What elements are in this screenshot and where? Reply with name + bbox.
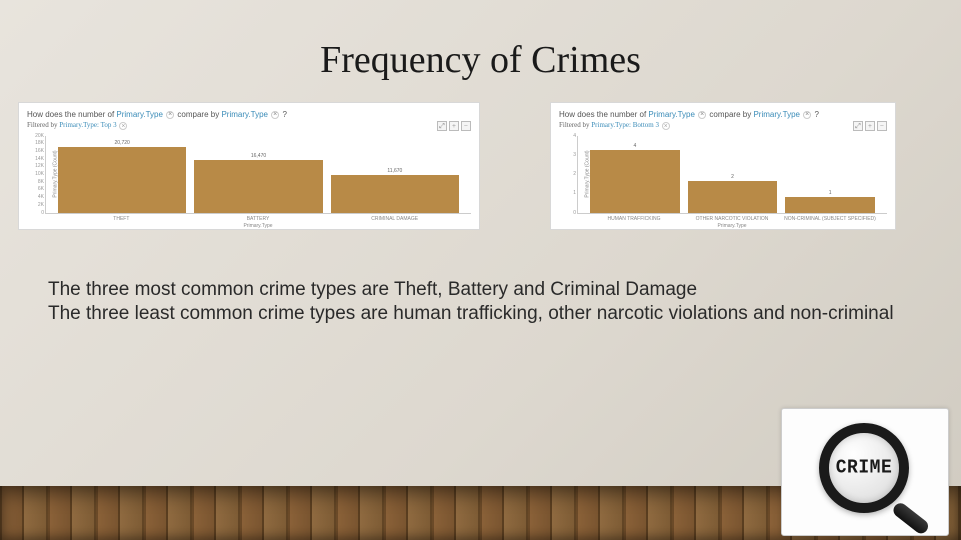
- chart-controls: ⤢ + −: [853, 121, 887, 131]
- bar-group: 20,720: [54, 140, 190, 213]
- plus-icon[interactable]: +: [865, 121, 875, 131]
- x-axis-label: Primary.Type: [577, 223, 887, 229]
- plot-area: Primary.Type (Count) 20K18K16K14K12K10K8…: [45, 136, 471, 214]
- close-icon[interactable]: ×: [119, 122, 127, 130]
- magnifier-icon: CRIME: [805, 417, 925, 527]
- bars: 4 2 1: [578, 136, 887, 213]
- field-link-2[interactable]: Primary.Type: [221, 110, 268, 119]
- filter-link[interactable]: Primary.Type: Top 3: [59, 121, 116, 129]
- y-tick: 18K: [35, 140, 44, 146]
- bar-value-label: 1: [829, 190, 832, 196]
- page-title: Frequency of Crimes: [0, 0, 961, 102]
- bar-value-label: 4: [633, 143, 636, 149]
- crime-image: CRIME: [781, 408, 949, 536]
- y-tick: 4: [573, 133, 576, 139]
- bars: 20,720 16,470 11,670: [46, 136, 471, 213]
- close-icon[interactable]: ×: [803, 111, 811, 119]
- chart-controls: ⤢ + −: [437, 121, 471, 131]
- y-tick: 0: [573, 210, 576, 216]
- bar-group: 2: [684, 174, 782, 212]
- close-icon[interactable]: ×: [271, 111, 279, 119]
- x-labels: HUMAN TRAFFICKINGOTHER NARCOTIC VIOLATIO…: [577, 216, 887, 222]
- y-tick: 2: [573, 171, 576, 177]
- q-suffix: ?: [282, 110, 286, 119]
- body-text: The three most common crime types are Th…: [0, 230, 961, 327]
- y-tick: 16K: [35, 148, 44, 154]
- bar-value-label: 20,720: [115, 140, 130, 146]
- bar: [194, 160, 322, 212]
- q-mid: compare by: [177, 110, 219, 119]
- expand-icon[interactable]: ⤢: [853, 121, 863, 131]
- bar-value-label: 16,470: [251, 153, 266, 159]
- x-tick-label: CRIMINAL DAMAGE: [326, 216, 463, 222]
- close-icon[interactable]: ×: [698, 111, 706, 119]
- bar: [785, 197, 875, 213]
- bar: [58, 147, 186, 213]
- bar: [688, 181, 778, 212]
- bar-group: 4: [586, 143, 684, 212]
- y-tick: 8K: [38, 179, 44, 185]
- close-icon[interactable]: ×: [662, 122, 670, 130]
- y-tick: 4K: [38, 194, 44, 200]
- chart-question: How does the number of Primary.Type × co…: [559, 109, 887, 120]
- field-link-1[interactable]: Primary.Type: [116, 110, 163, 119]
- magnifier-lens: CRIME: [819, 423, 909, 513]
- x-axis-label: Primary.Type: [45, 223, 471, 229]
- y-tick: 14K: [35, 156, 44, 162]
- chart-bottom3: How does the number of Primary.Type × co…: [550, 102, 896, 230]
- minus-icon[interactable]: −: [461, 121, 471, 131]
- q-prefix: How does the number of: [27, 110, 114, 119]
- close-icon[interactable]: ×: [166, 111, 174, 119]
- x-labels: THEFTBATTERYCRIMINAL DAMAGE: [45, 216, 471, 222]
- field-link-2[interactable]: Primary.Type: [753, 110, 800, 119]
- filter-prefix: Filtered by: [27, 121, 58, 129]
- filter-link[interactable]: Primary.Type: Bottom 3: [591, 121, 659, 129]
- chart-top3: How does the number of Primary.Type × co…: [18, 102, 480, 230]
- bar: [331, 175, 459, 212]
- field-link-1[interactable]: Primary.Type: [648, 110, 695, 119]
- expand-icon[interactable]: ⤢: [437, 121, 447, 131]
- minus-icon[interactable]: −: [877, 121, 887, 131]
- bar-value-label: 11,670: [387, 168, 402, 174]
- y-tick: 0: [41, 210, 44, 216]
- x-tick-label: HUMAN TRAFFICKING: [585, 216, 683, 222]
- summary-line-2: The three least common crime types are h…: [48, 302, 913, 326]
- q-suffix: ?: [814, 110, 818, 119]
- filter-prefix: Filtered by: [559, 121, 590, 129]
- bar-group: 1: [781, 190, 879, 213]
- x-tick-label: BATTERY: [190, 216, 327, 222]
- magnifier-handle: [891, 500, 931, 536]
- y-tick: 10K: [35, 171, 44, 177]
- x-tick-label: THEFT: [53, 216, 190, 222]
- crime-text: CRIME: [836, 457, 893, 479]
- summary-line-1: The three most common crime types are Th…: [48, 278, 913, 302]
- x-tick-label: NON-CRIMINAL (SUBJECT SPECIFIED): [781, 216, 879, 222]
- chart-question: How does the number of Primary.Type × co…: [27, 109, 471, 120]
- y-tick: 6K: [38, 186, 44, 192]
- y-tick: 20K: [35, 133, 44, 139]
- plot-area: Primary.Type (Count) 43210 421: [577, 136, 887, 214]
- bar-group: 11,670: [327, 168, 463, 212]
- y-tick: 1: [573, 190, 576, 196]
- bar-value-label: 2: [731, 174, 734, 180]
- y-ticks: 4 3 2 1 0: [566, 136, 576, 213]
- y-tick: 2K: [38, 202, 44, 208]
- charts-row: How does the number of Primary.Type × co…: [0, 102, 961, 230]
- bar: [590, 150, 680, 212]
- plus-icon[interactable]: +: [449, 121, 459, 131]
- filter-line: Filtered by Primary.Type: Top 3 ×: [27, 121, 471, 129]
- bar-group: 16,470: [190, 153, 326, 212]
- x-tick-label: OTHER NARCOTIC VIOLATION: [683, 216, 781, 222]
- filter-line: Filtered by Primary.Type: Bottom 3 ×: [559, 121, 887, 129]
- q-mid: compare by: [709, 110, 751, 119]
- q-prefix: How does the number of: [559, 110, 646, 119]
- y-ticks: 20K18K 16K 14K12K 10K 8K6K 4K 2K 0: [34, 136, 44, 213]
- y-tick: 12K: [35, 163, 44, 169]
- y-tick: 3: [573, 152, 576, 158]
